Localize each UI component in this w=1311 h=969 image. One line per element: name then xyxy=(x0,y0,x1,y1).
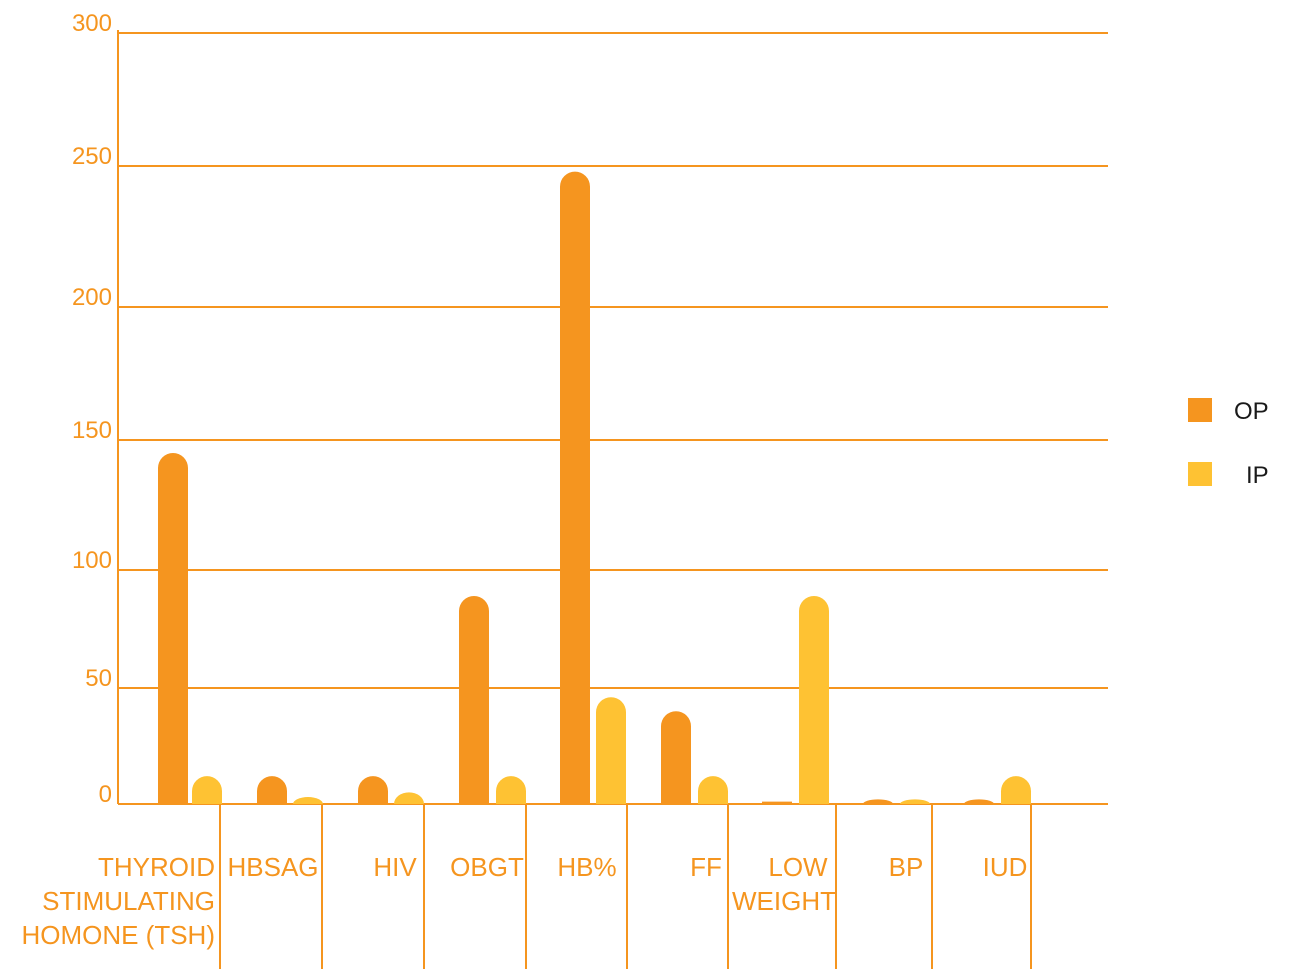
bar-op xyxy=(257,776,287,804)
y-tick-label: 50 xyxy=(85,665,112,692)
bar-ip xyxy=(596,697,626,804)
x-category-label: IUD xyxy=(983,852,1028,882)
x-category-label: HB% xyxy=(557,852,616,882)
y-tick-label: 150 xyxy=(72,417,112,444)
bar-ip xyxy=(799,595,829,804)
legend-label-ip: IP xyxy=(1246,462,1269,489)
x-category-label: FF xyxy=(690,852,722,882)
x-axis: THYROID STIMULATING HOMONE (TSH) HBSAG HIV OB… xyxy=(21,804,1032,969)
bar-ip xyxy=(394,792,424,804)
y-tick-label: 300 xyxy=(72,10,112,37)
x-category-label: OBGT xyxy=(450,852,524,882)
bar-op xyxy=(964,799,994,804)
x-category-label: BP xyxy=(889,852,924,882)
y-tick-label: 200 xyxy=(72,284,112,311)
bar-op xyxy=(560,171,590,804)
bar-op xyxy=(762,801,792,804)
bar-op xyxy=(459,595,489,804)
x-category-label: THYROID STIMULATING HOMONE (TSH) xyxy=(21,852,215,950)
bar-ip xyxy=(1001,776,1031,804)
bar-op xyxy=(158,453,188,804)
bar-ip xyxy=(192,776,222,804)
gridlines xyxy=(117,30,1108,805)
legend: OP IP xyxy=(1188,398,1269,489)
x-category-label: LOW WEIGHT xyxy=(732,852,836,916)
y-tick-label: 250 xyxy=(72,143,112,170)
bar-op xyxy=(661,711,691,804)
bar-op xyxy=(863,799,893,804)
y-tick-label: 100 xyxy=(72,547,112,574)
bar-ip xyxy=(293,797,323,804)
bars xyxy=(158,171,1031,804)
legend-swatch-ip xyxy=(1188,462,1212,486)
x-category-label: HBSAG xyxy=(227,852,318,882)
bar-ip xyxy=(900,799,930,804)
y-tick-label: 0 xyxy=(99,781,112,808)
bar-op xyxy=(358,776,388,804)
x-category-label: HIV xyxy=(373,852,417,882)
bar-ip xyxy=(698,776,728,804)
legend-label-op: OP xyxy=(1234,398,1269,425)
bar-ip xyxy=(496,776,526,804)
y-axis-ticks: 0 50 100 150 200 250 300 xyxy=(72,10,112,808)
legend-swatch-op xyxy=(1188,398,1212,422)
